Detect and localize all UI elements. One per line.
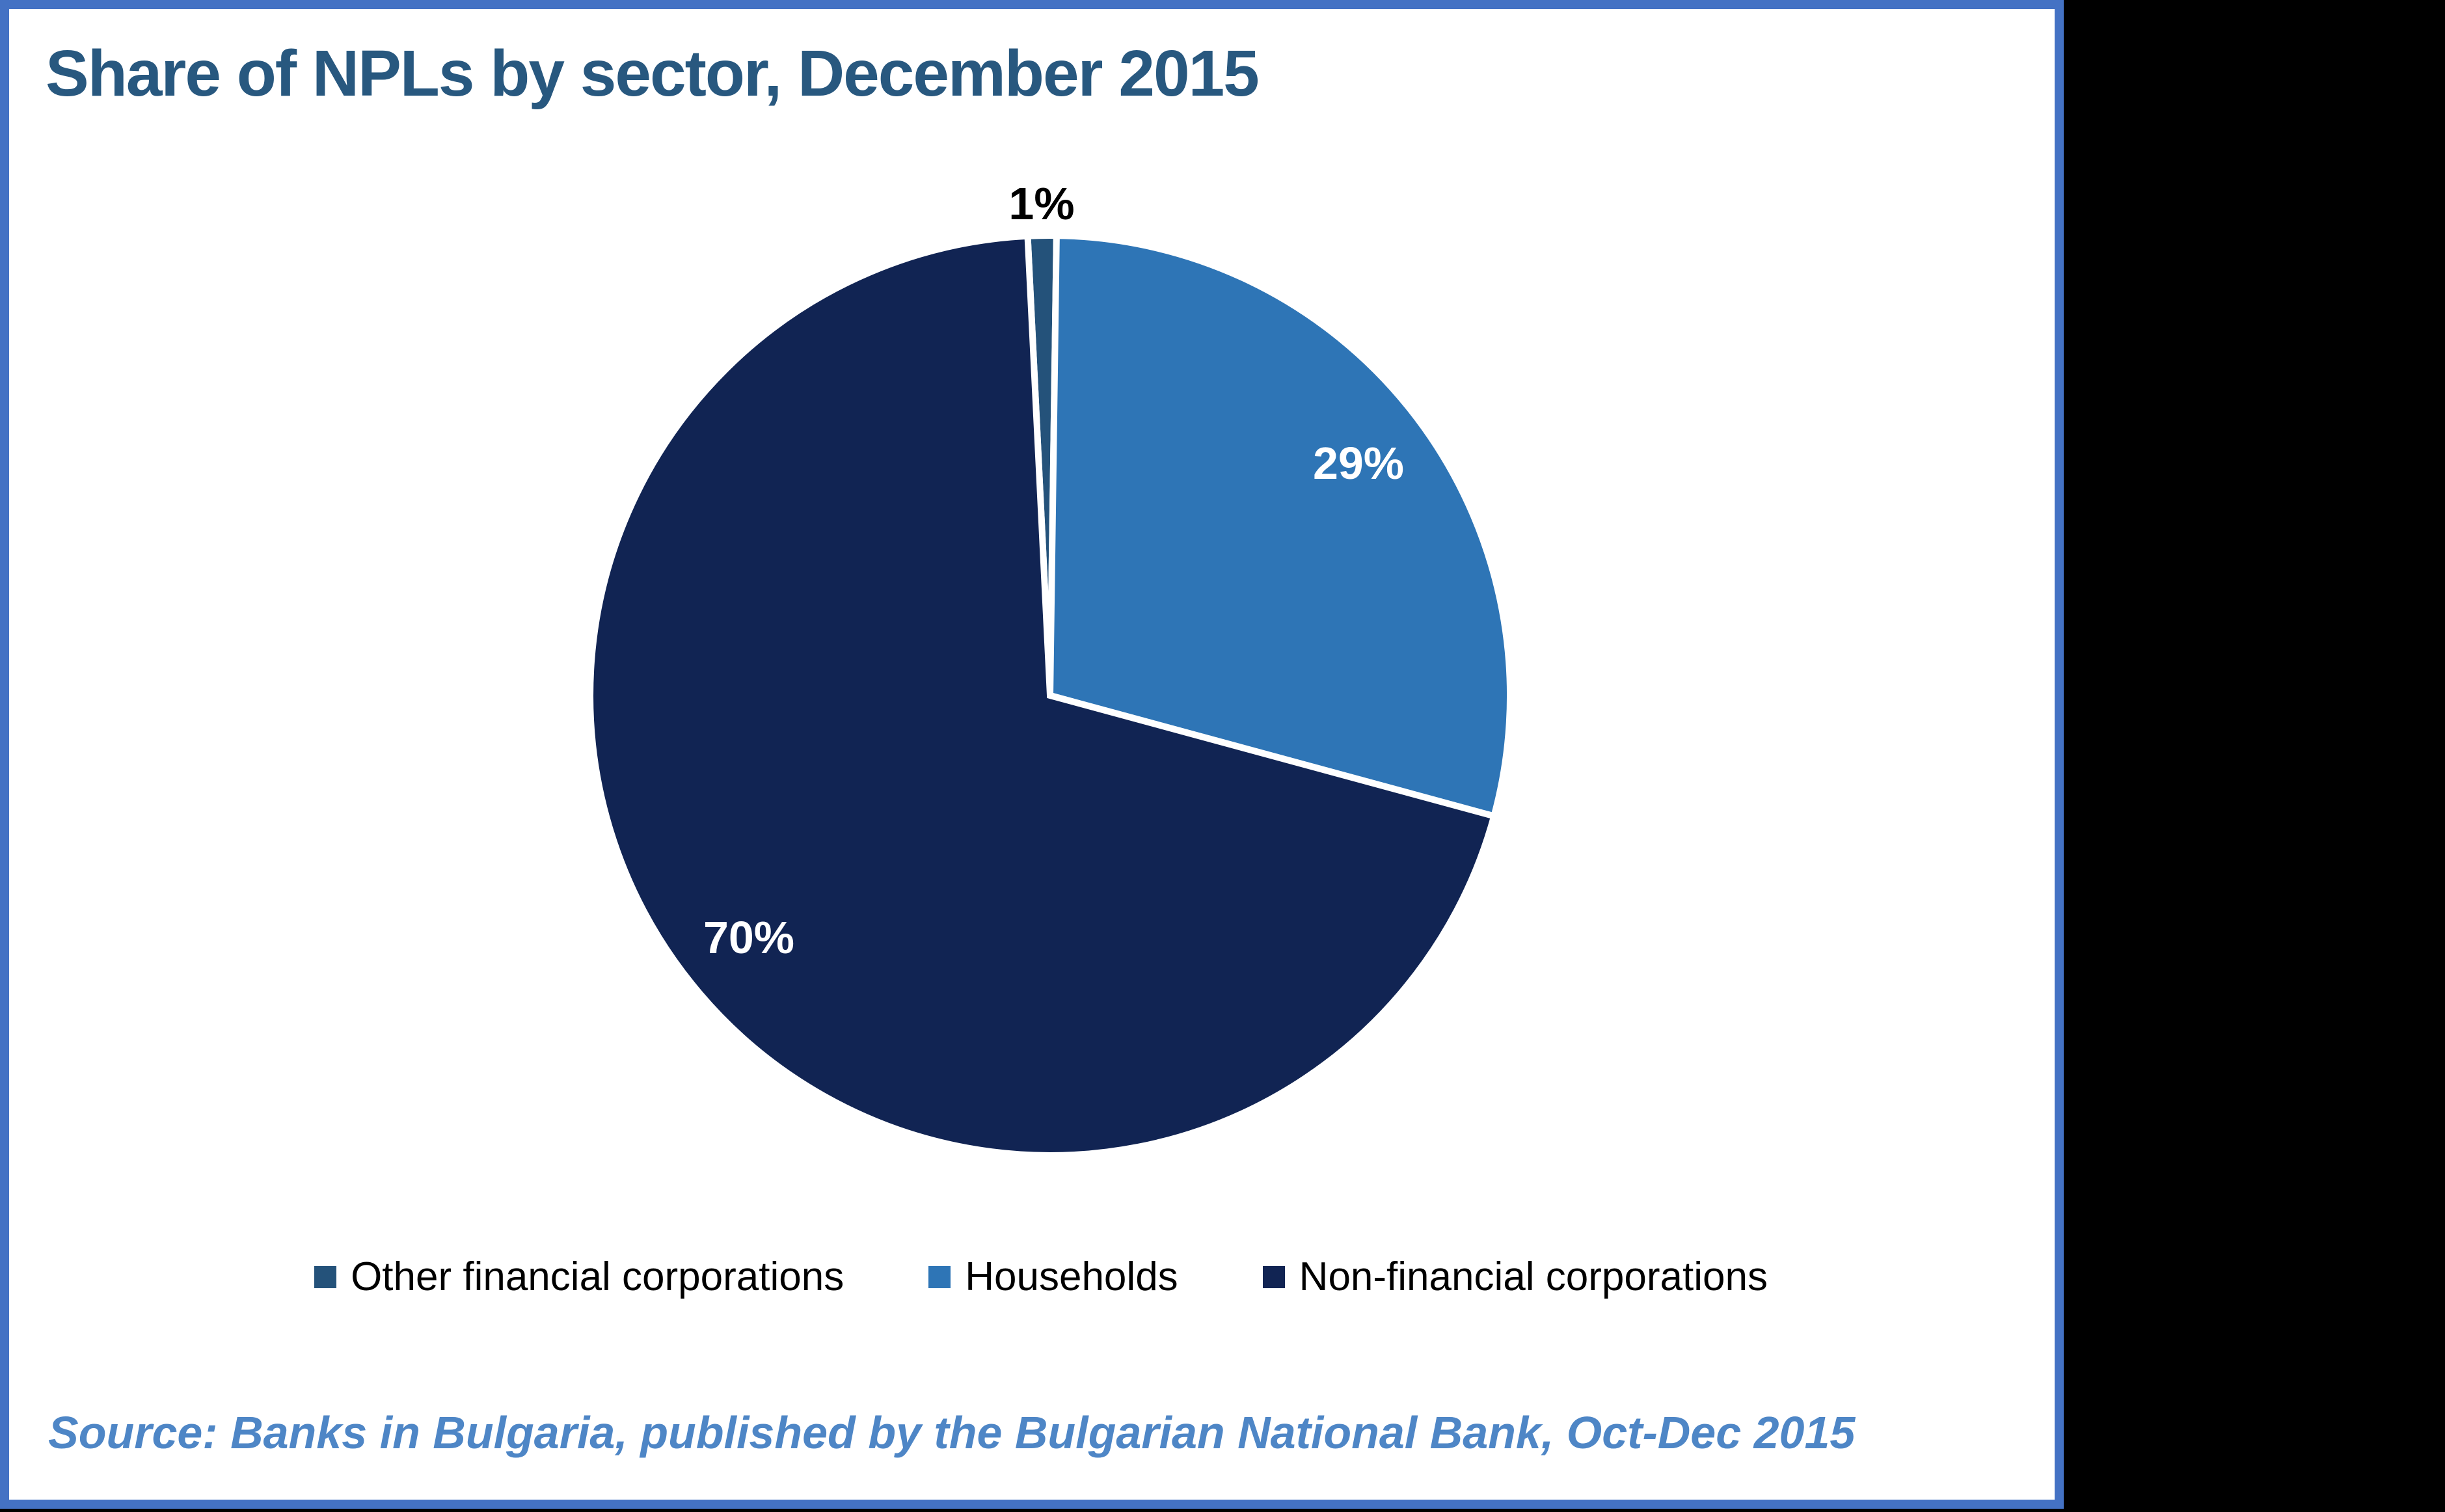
legend-swatch-icon xyxy=(928,1266,951,1289)
legend-swatch-icon xyxy=(314,1266,337,1289)
legend-label: Non-financial corporations xyxy=(1299,1254,1768,1299)
chart-card: Share of NPLs by sector, December 2015 1… xyxy=(0,0,2064,1509)
legend-swatch-icon xyxy=(1262,1266,1285,1289)
legend-item-other-financial-corporations: Other financial corporations xyxy=(314,1253,844,1301)
data-label-households: 29% xyxy=(1312,438,1405,489)
legend-item-households: Households xyxy=(928,1253,1178,1301)
legend-label: Other financial corporations xyxy=(351,1254,844,1299)
legend-label: Households xyxy=(965,1254,1178,1299)
source-note: Source: Banks in Bulgaria, published by … xyxy=(48,1407,1856,1458)
data-label-other-financial-corporations: 1% xyxy=(1008,178,1075,229)
chart-title: Share of NPLs by sector, December 2015 xyxy=(46,37,1260,110)
legend-item-non-financial-corporations: Non-financial corporations xyxy=(1262,1253,1768,1301)
pie-slice-non-financial-corporations xyxy=(587,232,1498,1159)
chart-legend: Other financial corporations Households … xyxy=(9,1253,2073,1301)
pie-slice-households xyxy=(1046,232,1513,820)
pie-chart xyxy=(587,232,1513,1159)
data-label-non-financial-corporations: 70% xyxy=(703,912,795,963)
